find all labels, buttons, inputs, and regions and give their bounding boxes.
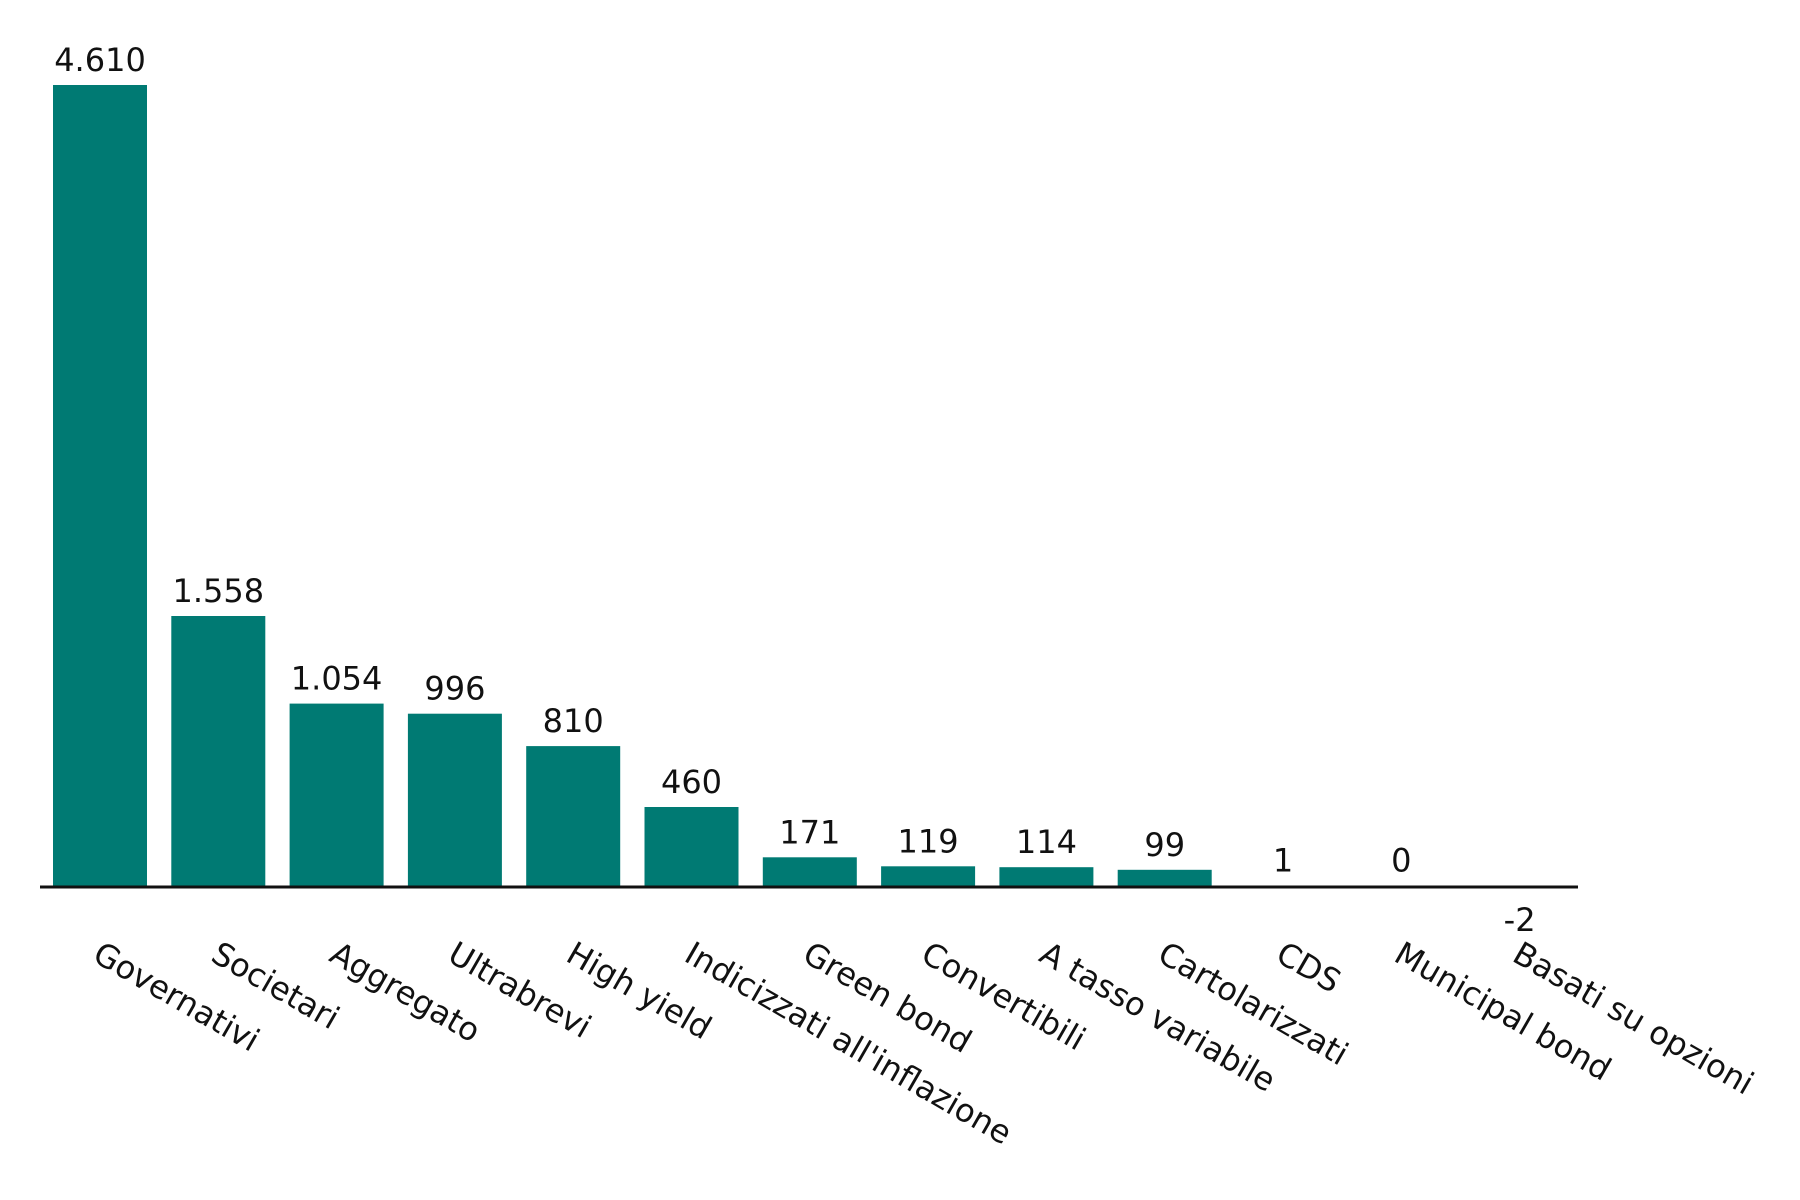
value-label-a-tasso-variabile: 114 <box>1016 823 1077 861</box>
value-labels-layer: 4.610 1.558 1.054 996 810 460 171 119 114 99 1 0 -2 <box>54 41 1535 939</box>
bar-high-yield <box>526 746 621 887</box>
value-label-cartolarizzati: 99 <box>1144 826 1185 864</box>
value-label-societari: 1.558 <box>172 572 264 610</box>
bar-societari <box>171 616 266 887</box>
category-label-cds: CDS <box>1270 934 1347 1001</box>
value-label-green-bond: 171 <box>779 813 840 851</box>
value-label-basati-su-opzioni: -2 <box>1504 901 1536 939</box>
value-label-governativi: 4.610 <box>54 41 146 79</box>
value-label-high-yield: 810 <box>543 702 604 740</box>
value-label-cds: 1 <box>1273 842 1293 880</box>
bar-convertibili <box>881 866 976 887</box>
bar-green-bond <box>762 857 857 887</box>
category-labels-layer: GovernativiSocietariAggregatoUltrabreviH… <box>87 934 1760 1152</box>
bar-governativi <box>53 85 147 887</box>
value-label-convertibili: 119 <box>898 822 959 860</box>
value-label-indicizzati-all-inflazione: 460 <box>661 763 722 801</box>
bar-ultrabrevi <box>407 713 502 887</box>
bar-a-tasso-variabile <box>999 867 1094 887</box>
value-label-ultrabrevi: 996 <box>424 670 485 708</box>
value-label-aggregato: 1.054 <box>291 660 383 698</box>
value-label-municipal-bond: 0 <box>1391 842 1411 880</box>
bar-aggregato <box>289 703 384 887</box>
bars-layer <box>53 85 1567 889</box>
bar-cartolarizzati <box>1117 869 1212 887</box>
bar-indicizzati-all-inflazione <box>644 807 739 887</box>
